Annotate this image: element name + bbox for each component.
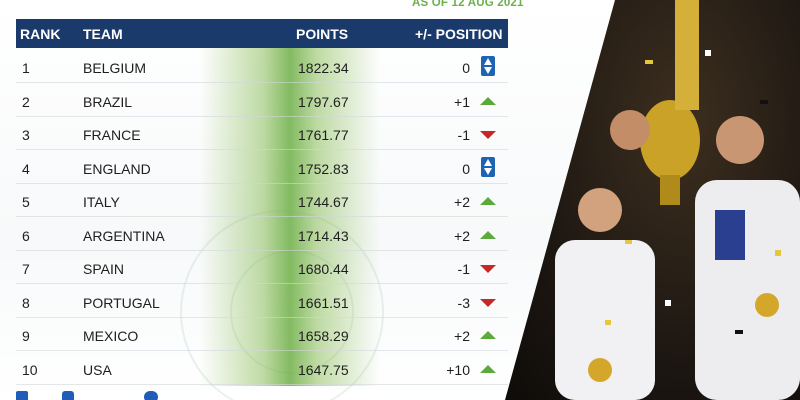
team-cell: ITALY — [83, 194, 120, 210]
points-cell: 1744.67 — [298, 194, 349, 210]
table-row: 3 FRANCE 1761.77 -1 — [16, 119, 508, 150]
rank-cell: 10 — [22, 361, 38, 378]
table-row: 4 ENGLAND 1752.83 0 — [16, 153, 508, 184]
position-change-cell: +10 — [446, 361, 470, 378]
twitter-icon — [144, 391, 158, 400]
points-cell: 1661.51 — [298, 294, 349, 311]
header-rank: RANK — [20, 26, 61, 42]
team-cell: USA — [83, 361, 112, 378]
date-stamp: AS OF 12 AUG 2021 — [412, 0, 524, 9]
table-row: 6 ARGENTINA 1714.43 +2 — [16, 220, 508, 251]
triangle-down-icon — [480, 295, 496, 309]
table-row: 2 BRAZIL 1797.67 +1 — [16, 86, 508, 117]
trophy-stem — [660, 175, 680, 205]
confetti — [705, 50, 711, 56]
double-arrow-icon — [480, 56, 496, 76]
table-row: 8 PORTUGAL 1661.51 -3 — [16, 287, 508, 318]
header-points: POINTS — [296, 26, 349, 42]
table-row: 10 USA 1647.75 +10 — [16, 354, 508, 385]
triangle-down-icon — [480, 261, 496, 275]
confetti — [775, 250, 781, 256]
team-cell: ENGLAND — [83, 160, 151, 177]
table-row: 7 SPAIN 1680.44 -1 — [16, 253, 508, 284]
flag-badge — [715, 210, 745, 260]
team-cell: SPAIN — [83, 261, 124, 277]
table-header: RANK TEAM POINTS +/- POSITION — [16, 19, 508, 48]
confetti — [665, 300, 671, 306]
triangle-up-icon — [480, 194, 496, 208]
player-left-head — [578, 188, 622, 232]
triangle-down-icon — [480, 127, 496, 141]
points-cell: 1752.83 — [298, 160, 349, 177]
social-footer — [16, 391, 216, 400]
rank-cell: 5 — [22, 194, 30, 210]
team-cell: BRAZIL — [83, 93, 133, 110]
triangle-up-icon — [480, 328, 496, 342]
player-back-head — [610, 110, 650, 150]
player-right-head — [716, 116, 764, 164]
rank-cell: 6 — [22, 227, 30, 244]
rank-cell: 2 — [22, 93, 30, 110]
team-cell: ARGENTINA — [83, 227, 165, 244]
team-cell: BELGIUM — [83, 60, 147, 76]
trophy-cup — [640, 100, 700, 180]
confetti — [645, 60, 653, 64]
position-change-cell: -1 — [457, 127, 470, 143]
triangle-up-icon — [480, 228, 496, 242]
confetti — [605, 320, 611, 325]
position-change-cell: -1 — [457, 261, 470, 277]
header-position: +/- POSITION — [415, 26, 503, 42]
confetti — [760, 100, 768, 104]
rank-cell: 4 — [22, 160, 30, 177]
points-cell: 1822.34 — [298, 60, 349, 76]
points-cell: 1658.29 — [298, 328, 349, 344]
header-team: TEAM — [83, 26, 123, 42]
confetti — [735, 330, 743, 334]
position-change-cell: +2 — [454, 227, 470, 244]
points-cell: 1714.43 — [298, 227, 349, 244]
points-cell: 1761.77 — [298, 127, 349, 143]
position-change-cell: +1 — [454, 93, 470, 110]
position-change-cell: -3 — [457, 294, 470, 311]
table-row: 5 ITALY 1744.67 +2 — [16, 186, 508, 217]
trophy-top — [675, 0, 699, 110]
facebook-icon — [16, 391, 28, 400]
player-right-shirt — [695, 180, 800, 400]
rank-cell: 3 — [22, 127, 30, 143]
medal-left — [588, 358, 612, 382]
team-cell: FRANCE — [83, 127, 141, 143]
points-cell: 1647.75 — [298, 361, 349, 378]
celebration-photo-art — [555, 0, 800, 400]
rank-cell: 8 — [22, 294, 30, 311]
points-highlight-band — [200, 48, 380, 386]
medal-right — [755, 293, 779, 317]
points-cell: 1797.67 — [298, 93, 349, 110]
team-cell: PORTUGAL — [83, 294, 160, 311]
position-change-cell: +2 — [454, 328, 470, 344]
rank-cell: 7 — [22, 261, 30, 277]
rank-cell: 1 — [22, 60, 30, 76]
confetti — [625, 240, 632, 244]
table-row: 1 BELGIUM 1822.34 0 — [16, 52, 508, 83]
triangle-up-icon — [480, 94, 496, 108]
instagram-icon — [62, 391, 74, 400]
team-cell: MEXICO — [83, 328, 139, 344]
position-change-cell: +2 — [454, 194, 470, 210]
position-change-cell: 0 — [462, 160, 470, 177]
points-cell: 1680.44 — [298, 261, 349, 277]
rank-cell: 9 — [22, 328, 30, 344]
position-change-cell: 0 — [462, 60, 470, 76]
double-arrow-icon — [480, 156, 496, 177]
table-row: 9 MEXICO 1658.29 +2 — [16, 320, 508, 351]
triangle-up-icon — [480, 362, 496, 376]
